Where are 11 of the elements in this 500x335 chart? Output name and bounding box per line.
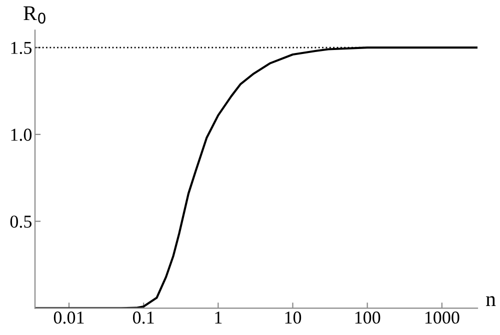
x-tick-label: 1000	[425, 312, 460, 324]
y-axis-title: R$_{0}$	[24, 6, 46, 24]
y-tick-label: 1.0	[11, 128, 32, 141]
x-axis-title: n	[486, 296, 496, 306]
x-tick-label: 100	[355, 312, 380, 324]
x-tick-label: 0.1	[132, 312, 154, 324]
x-tick-label: 0.01	[54, 312, 84, 324]
x-tick-label: 1	[215, 312, 222, 324]
y-tick-label: 0.5	[10, 216, 32, 228]
y-tick-label: 1.5	[11, 42, 32, 54]
x-tick-label: 10	[285, 312, 302, 324]
